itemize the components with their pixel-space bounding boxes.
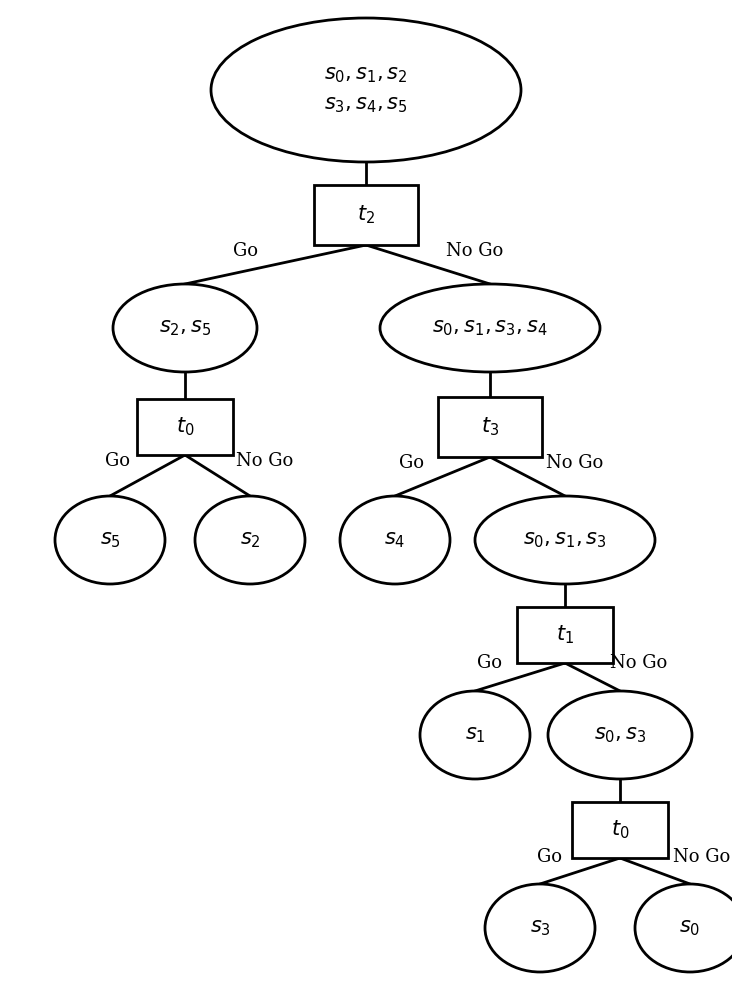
Ellipse shape	[475, 496, 655, 584]
Text: Go: Go	[105, 452, 130, 471]
Text: No Go: No Go	[545, 454, 602, 472]
Text: $s_5$: $s_5$	[100, 530, 121, 550]
Ellipse shape	[635, 884, 732, 972]
Text: Go: Go	[477, 654, 502, 672]
Text: Go: Go	[400, 454, 425, 472]
Text: $t_3$: $t_3$	[481, 416, 499, 438]
Text: No Go: No Go	[446, 241, 504, 259]
Ellipse shape	[113, 284, 257, 372]
Text: $s_0$: $s_0$	[679, 918, 701, 938]
Text: $s_1$: $s_1$	[465, 725, 485, 745]
Ellipse shape	[340, 496, 450, 584]
Text: $s_0,s_1,s_2$
$s_3,s_4,s_5$: $s_0,s_1,s_2$ $s_3,s_4,s_5$	[324, 65, 408, 115]
Text: $s_0,s_3$: $s_0,s_3$	[594, 725, 646, 745]
Text: Go: Go	[537, 848, 562, 866]
Text: No Go: No Go	[236, 452, 293, 471]
Text: $s_4$: $s_4$	[384, 530, 406, 550]
Text: $s_2,s_5$: $s_2,s_5$	[159, 318, 212, 338]
Ellipse shape	[420, 691, 530, 779]
FancyBboxPatch shape	[572, 802, 668, 858]
Text: $t_2$: $t_2$	[357, 204, 375, 226]
Ellipse shape	[380, 284, 600, 372]
Text: No Go: No Go	[673, 848, 731, 866]
Text: $s_2$: $s_2$	[239, 530, 261, 550]
Ellipse shape	[211, 18, 521, 162]
FancyBboxPatch shape	[137, 399, 233, 455]
Text: $s_3$: $s_3$	[529, 918, 550, 938]
Text: $t_0$: $t_0$	[610, 819, 630, 841]
FancyBboxPatch shape	[438, 397, 542, 457]
Ellipse shape	[195, 496, 305, 584]
Text: No Go: No Go	[610, 654, 668, 672]
FancyBboxPatch shape	[517, 607, 613, 663]
Text: $t_0$: $t_0$	[176, 416, 194, 438]
Text: $s_0,s_1,s_3,s_4$: $s_0,s_1,s_3,s_4$	[432, 318, 548, 338]
Text: $t_1$: $t_1$	[556, 624, 574, 646]
Text: $s_0,s_1,s_3$: $s_0,s_1,s_3$	[523, 530, 607, 550]
FancyBboxPatch shape	[314, 185, 418, 245]
Ellipse shape	[548, 691, 692, 779]
Text: Go: Go	[233, 241, 258, 259]
Ellipse shape	[55, 496, 165, 584]
Ellipse shape	[485, 884, 595, 972]
